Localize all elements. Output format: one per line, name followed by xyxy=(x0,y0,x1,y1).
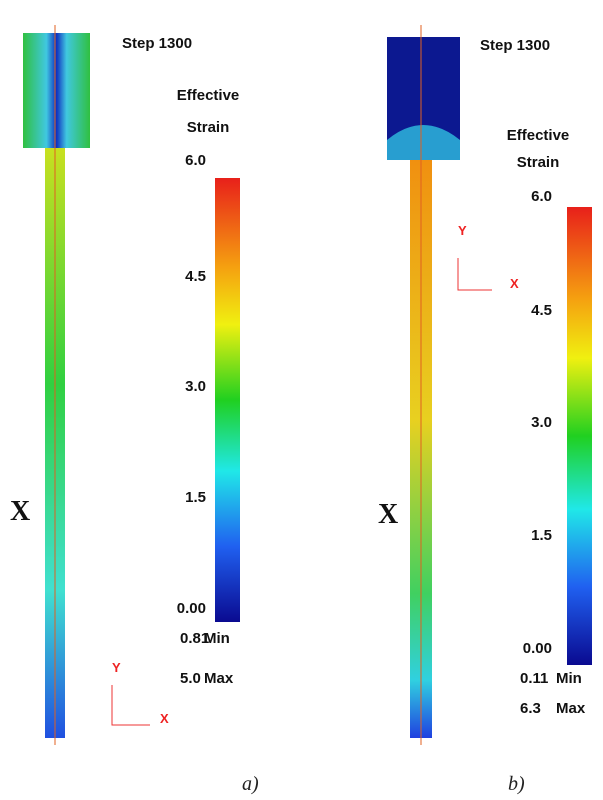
axis-y-label: Y xyxy=(458,223,467,238)
colorbar-tick-label: 4.5 xyxy=(185,268,206,285)
max-value: 6.3 xyxy=(520,700,541,717)
container xyxy=(23,33,90,148)
legend-title: Effective xyxy=(177,87,240,104)
colorbar-tick-label: 4.5 xyxy=(531,302,552,319)
colorbar-tick-label: 0.00 xyxy=(523,640,552,657)
colorbar-tick-label: 3.0 xyxy=(185,378,206,395)
colorbar-tick-label: 0.00 xyxy=(177,600,206,617)
section-label: X xyxy=(378,499,398,530)
min-label: Min xyxy=(556,670,582,687)
min-label: Min xyxy=(204,630,230,647)
axis-triad xyxy=(112,685,150,725)
axis-triad xyxy=(458,258,492,290)
max-label: Max xyxy=(204,670,234,687)
legend-title: Strain xyxy=(187,119,230,136)
colorbar-tick-label: 1.5 xyxy=(531,527,552,544)
axis-x-label: X xyxy=(160,711,169,726)
step-label: Step 1300 xyxy=(122,35,192,52)
legend-title: Effective xyxy=(507,127,570,144)
step-label: Step 1300 xyxy=(480,37,550,54)
colorbar xyxy=(215,178,240,622)
section-label: X xyxy=(10,496,30,527)
caption: b) xyxy=(508,773,525,795)
figure: Step 1300 Effective Strain 6.0 4.5 3.0 1.5 0.00… xyxy=(0,0,603,800)
axis-x-label: X xyxy=(510,276,519,291)
colorbar-tick-label: 6.0 xyxy=(185,152,206,169)
max-label: Max xyxy=(556,700,586,717)
colorbar-tick-label: 1.5 xyxy=(185,489,206,506)
colorbar xyxy=(567,207,592,665)
min-value: 0.11 xyxy=(520,670,548,687)
colorbar-tick-label: 3.0 xyxy=(531,414,552,431)
caption: a) xyxy=(242,773,259,795)
max-value: 5.0 xyxy=(180,670,201,687)
colorbar-tick-label: 6.0 xyxy=(531,188,552,205)
axis-y-label: Y xyxy=(112,660,121,675)
legend-title: Strain xyxy=(517,154,560,171)
